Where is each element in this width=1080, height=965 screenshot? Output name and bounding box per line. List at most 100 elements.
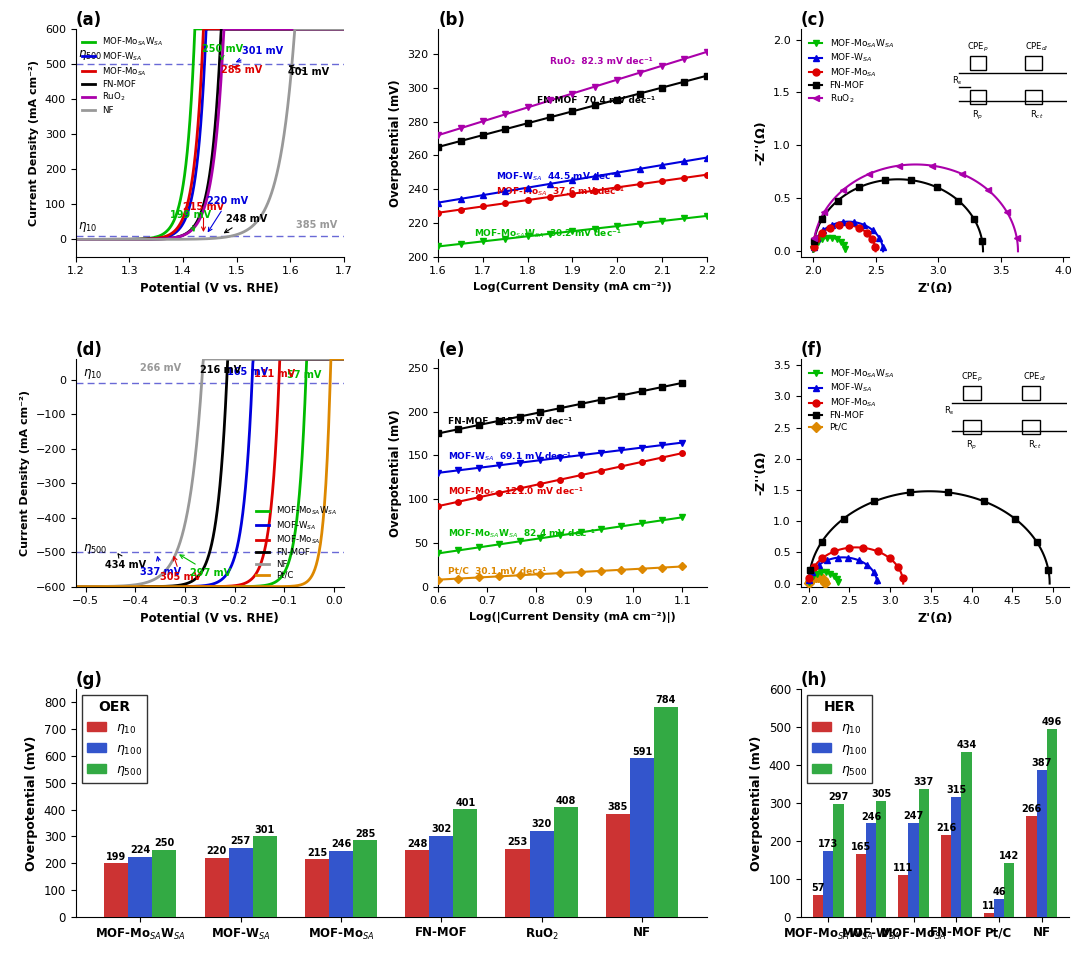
Text: 387: 387	[1031, 758, 1052, 768]
Text: 302: 302	[431, 824, 451, 835]
Text: 385: 385	[608, 802, 627, 812]
Text: (g): (g)	[76, 671, 103, 689]
Bar	[823, 851, 834, 917]
Y-axis label: -Z''(Ω): -Z''(Ω)	[755, 121, 768, 165]
Text: MOF-Mo$_{SA}$  121.0 mV dec⁻¹: MOF-Mo$_{SA}$ 121.0 mV dec⁻¹	[448, 485, 583, 498]
Text: 246: 246	[330, 840, 351, 849]
Text: $\eta_{500}$: $\eta_{500}$	[78, 48, 103, 62]
Text: 215 mV: 215 mV	[183, 203, 225, 231]
Text: 224: 224	[131, 845, 150, 855]
Bar	[105, 864, 129, 917]
Text: 250 mV: 250 mV	[202, 43, 243, 60]
X-axis label: Potential (V vs. RHE): Potential (V vs. RHE)	[140, 612, 280, 625]
Text: (a): (a)	[76, 11, 102, 29]
Y-axis label: -Z''(Ω): -Z''(Ω)	[755, 451, 768, 495]
Bar	[353, 841, 377, 917]
Bar	[129, 857, 152, 917]
X-axis label: Z'(Ω): Z'(Ω)	[917, 282, 953, 295]
Text: 496: 496	[1042, 717, 1062, 727]
Y-axis label: Overpotential (mV): Overpotential (mV)	[751, 735, 764, 870]
Bar	[834, 804, 843, 917]
X-axis label: Z'(Ω): Z'(Ω)	[917, 612, 953, 625]
Text: 401 mV: 401 mV	[287, 66, 329, 77]
Y-axis label: Overpotential (mV): Overpotential (mV)	[389, 409, 402, 537]
Text: (c): (c)	[800, 11, 825, 29]
Bar	[329, 851, 353, 917]
Bar	[984, 913, 994, 917]
X-axis label: Potential (V vs. RHE): Potential (V vs. RHE)	[140, 282, 280, 295]
Text: 173: 173	[819, 840, 838, 849]
Text: 784: 784	[656, 695, 676, 705]
Text: 434: 434	[957, 740, 976, 750]
Bar	[305, 859, 329, 917]
Bar	[899, 874, 908, 917]
Text: 142: 142	[999, 851, 1020, 861]
Text: 199 mV: 199 mV	[170, 210, 211, 231]
Text: FN-MOF  115.5 mV dec⁻¹: FN-MOF 115.5 mV dec⁻¹	[448, 417, 572, 426]
Legend: MOF-Mo$_{SA}$W$_{SA}$, MOF-W$_{SA}$, MOF-Mo$_{SA}$, FN-MOF, NF, Pt/C: MOF-Mo$_{SA}$W$_{SA}$, MOF-W$_{SA}$, MOF…	[254, 502, 340, 582]
Text: 165 mV: 165 mV	[227, 367, 268, 377]
Text: 216 mV: 216 mV	[200, 365, 241, 374]
Text: (d): (d)	[76, 341, 103, 359]
Text: MOF-Mo$_{SA}$W$_{SA}$  82.4 mV dec⁻¹: MOF-Mo$_{SA}$W$_{SA}$ 82.4 mV dec⁻¹	[448, 528, 596, 540]
Bar	[204, 858, 229, 917]
X-axis label: Log(|Current Density (mA cm⁻²)|): Log(|Current Density (mA cm⁻²)|)	[469, 612, 676, 623]
Text: 220 mV: 220 mV	[207, 196, 248, 232]
Text: 297: 297	[828, 792, 849, 802]
Text: 199: 199	[106, 852, 126, 862]
Bar	[941, 835, 951, 917]
Bar	[1004, 863, 1014, 917]
Bar	[454, 810, 477, 917]
Text: 111: 111	[893, 863, 914, 872]
Bar	[529, 831, 554, 917]
Text: 248: 248	[407, 839, 428, 849]
Legend: MOF-Mo$_{SA}$W$_{SA}$, MOF-W$_{SA}$, MOF-Mo$_{SA}$, FN-MOF, Pt/C: MOF-Mo$_{SA}$W$_{SA}$, MOF-W$_{SA}$, MOF…	[806, 364, 897, 435]
Text: RuO₂  82.3 mV dec⁻¹: RuO₂ 82.3 mV dec⁻¹	[550, 57, 652, 67]
Y-axis label: Current Density (mA cm⁻²): Current Density (mA cm⁻²)	[29, 60, 39, 226]
Bar	[855, 854, 866, 917]
Text: (b): (b)	[438, 11, 465, 29]
Text: (e): (e)	[438, 341, 464, 359]
Bar	[554, 808, 578, 917]
Text: 297 mV: 297 mV	[180, 555, 231, 578]
Text: 46: 46	[993, 888, 1005, 897]
Text: 266: 266	[1022, 804, 1041, 813]
Text: MOF-Mo$_{SA}$  37.6 mV dec⁻¹: MOF-Mo$_{SA}$ 37.6 mV dec⁻¹	[497, 185, 625, 198]
Text: $\eta_{10}$: $\eta_{10}$	[78, 220, 97, 234]
Bar	[919, 789, 929, 917]
Text: MOF-W$_{SA}$  44.5 mV dec⁻¹: MOF-W$_{SA}$ 44.5 mV dec⁻¹	[497, 170, 621, 182]
Bar	[405, 850, 429, 917]
Bar	[866, 823, 876, 917]
Text: MOF-Mo$_{SA}$W$_{SA}$  30.2 mV dec⁻¹: MOF-Mo$_{SA}$W$_{SA}$ 30.2 mV dec⁻¹	[474, 228, 622, 240]
Text: 57: 57	[811, 883, 825, 894]
Bar	[1026, 815, 1037, 917]
Bar	[253, 836, 276, 917]
Text: MOF-W$_{SA}$  69.1 mV dec⁻¹: MOF-W$_{SA}$ 69.1 mV dec⁻¹	[448, 451, 572, 463]
Text: 11: 11	[982, 900, 996, 911]
Text: 247: 247	[904, 812, 923, 821]
Text: 305 mV: 305 mV	[160, 557, 201, 582]
Text: (h): (h)	[800, 671, 827, 689]
Bar	[1047, 729, 1057, 917]
Text: 250: 250	[154, 839, 175, 848]
Text: 266 mV: 266 mV	[139, 363, 180, 372]
Text: 257: 257	[230, 837, 251, 846]
Legend: $\eta_{10}$, $\eta_{100}$, $\eta_{500}$: $\eta_{10}$, $\eta_{100}$, $\eta_{500}$	[82, 696, 147, 784]
Text: 246: 246	[861, 812, 881, 821]
Text: FN-MOF  70.4 mV dec⁻¹: FN-MOF 70.4 mV dec⁻¹	[537, 96, 654, 105]
Bar	[152, 850, 176, 917]
Text: 215: 215	[307, 847, 327, 858]
Bar	[1037, 770, 1047, 917]
Text: 111 mV: 111 mV	[254, 369, 295, 379]
Text: 408: 408	[555, 796, 576, 806]
Text: 337: 337	[914, 777, 934, 787]
Y-axis label: Overpotential (mV): Overpotential (mV)	[389, 79, 402, 207]
Bar	[630, 758, 653, 917]
Text: Pt/C  30.1 mV dec⁻¹: Pt/C 30.1 mV dec⁻¹	[448, 566, 546, 575]
Text: 301 mV: 301 mV	[237, 46, 283, 62]
Text: 320: 320	[531, 819, 552, 830]
Text: $\eta_{500}$: $\eta_{500}$	[83, 541, 108, 556]
Bar	[505, 849, 529, 917]
Bar	[961, 752, 972, 917]
Text: 401: 401	[456, 798, 475, 808]
